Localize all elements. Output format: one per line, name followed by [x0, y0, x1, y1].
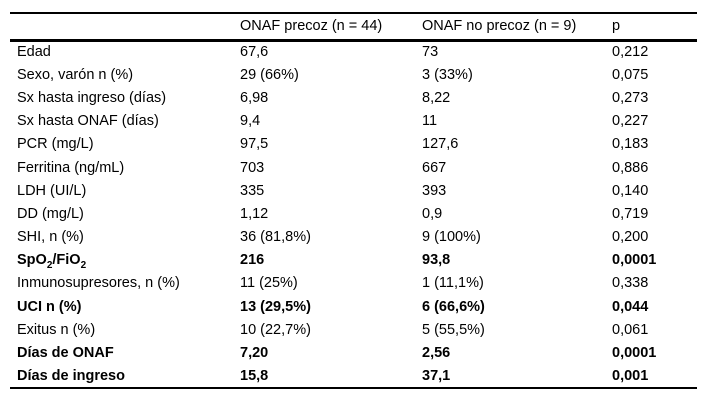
- cell-value: 6 (66,6%): [422, 298, 485, 315]
- row-label: Sx hasta ONAF (días): [17, 113, 159, 130]
- cell-value: 216: [240, 252, 265, 269]
- cell-value: 7,20: [240, 345, 269, 362]
- cell-value: 0,886: [612, 159, 649, 176]
- row-label: Exitus n (%): [17, 321, 96, 338]
- cell-value: 6,98: [240, 89, 269, 106]
- results-table: ONAF precoz (n = 44) ONAF no precoz (n =…: [10, 12, 697, 389]
- table-row: Edad 67,6 73 0,212: [10, 40, 697, 63]
- cell-value: 93,8: [422, 252, 451, 269]
- cell-value: 37,1: [422, 367, 451, 384]
- cell-value: 13 (29,5%): [240, 298, 311, 315]
- cell-value: 0,200: [612, 229, 649, 246]
- cell-value: 0,0001: [612, 252, 657, 269]
- cell-value: 97,5: [240, 136, 269, 153]
- cell-value: 0,0001: [612, 345, 657, 362]
- cell-value: 8,22: [422, 89, 451, 106]
- row-label: LDH (UI/L): [17, 182, 87, 199]
- row-label: Sexo, varón n (%): [17, 66, 134, 83]
- row-label: Sx hasta ingreso (días): [17, 89, 167, 106]
- table-row: Días de ingreso 15,8 37,1 0,001: [10, 365, 697, 388]
- cell-value: 9,4: [240, 113, 261, 130]
- cell-value: 9 (100%): [422, 229, 481, 246]
- row-label: Días de ONAF: [17, 345, 114, 362]
- header-p-value: p: [612, 13, 697, 42]
- cell-value: 3 (33%): [422, 66, 473, 83]
- cell-value: 0,075: [612, 66, 649, 83]
- row-label: DD (mg/L): [17, 205, 84, 222]
- cell-value: 73: [422, 44, 439, 61]
- cell-value: 393: [422, 182, 447, 199]
- row-label: SpO2/FiO2: [17, 252, 87, 272]
- row-label: Inmunosupresores, n (%): [17, 275, 180, 292]
- table-row: LDH (UI/L) 335 393 0,140: [10, 179, 697, 202]
- row-label: SHI, n (%): [17, 229, 84, 246]
- cell-value: 0,001: [612, 367, 649, 384]
- cell-value: 0,338: [612, 275, 649, 292]
- cell-value: 11: [422, 113, 438, 130]
- table-row: PCR (mg/L) 97,5 127,6 0,183: [10, 133, 697, 156]
- cell-value: 0,061: [612, 321, 649, 338]
- row-label: PCR (mg/L): [17, 136, 94, 153]
- cell-value: 36 (81,8%): [240, 229, 311, 246]
- cell-value: 0,212: [612, 44, 649, 61]
- cell-value: 5 (55,5%): [422, 321, 485, 338]
- table-row: DD (mg/L) 1,12 0,9 0,719: [10, 202, 697, 225]
- row-label: UCI n (%): [17, 298, 82, 315]
- table-row: Sx hasta ingreso (días) 6,98 8,22 0,273: [10, 86, 697, 109]
- row-label: Días de ingreso: [17, 367, 125, 384]
- cell-value: 10 (22,7%): [240, 321, 311, 338]
- table-row: Ferritina (ng/mL) 703 667 0,886: [10, 156, 697, 179]
- cell-value: 703: [240, 159, 265, 176]
- cell-value: 0,183: [612, 136, 649, 153]
- cell-value: 67,6: [240, 44, 269, 61]
- cell-value: 0,227: [612, 113, 649, 130]
- cell-value: 2,56: [422, 345, 451, 362]
- cell-value: 29 (66%): [240, 66, 299, 83]
- header-onaf-no-precoz: ONAF no precoz (n = 9): [422, 13, 612, 42]
- table-row: Sexo, varón n (%) 29 (66%) 3 (33%) 0,075: [10, 63, 697, 86]
- header-onaf-precoz: ONAF precoz (n = 44): [240, 13, 422, 42]
- cell-value: 667: [422, 159, 447, 176]
- table-row: Sx hasta ONAF (días) 9,4 11 0,227: [10, 110, 697, 133]
- table-row: Días de ONAF 7,20 2,56 0,0001: [10, 341, 697, 364]
- table-row: Exitus n (%) 10 (22,7%) 5 (55,5%) 0,061: [10, 318, 697, 341]
- table-row: UCI n (%) 13 (29,5%) 6 (66,6%) 0,044: [10, 295, 697, 318]
- cell-value: 0,044: [612, 298, 649, 315]
- cell-value: 0,273: [612, 89, 649, 106]
- header-variable: [10, 13, 240, 42]
- cell-value: 15,8: [240, 367, 269, 384]
- row-label: Ferritina (ng/mL): [17, 159, 125, 176]
- header-row: ONAF precoz (n = 44) ONAF no precoz (n =…: [10, 13, 697, 42]
- cell-value: 1 (11,1%): [422, 275, 484, 292]
- row-label: Edad: [17, 44, 51, 61]
- cell-value: 0,140: [612, 182, 649, 199]
- cell-value: 1,12: [240, 205, 269, 222]
- cell-value: 127,6: [422, 136, 459, 153]
- table-row: Inmunosupresores, n (%) 11 (25%) 1 (11,1%)…: [10, 272, 697, 295]
- table-row: SHI, n (%) 36 (81,8%) 9 (100%) 0,200: [10, 226, 697, 249]
- cell-value: 11 (25%): [240, 275, 298, 292]
- cell-value: 0,9: [422, 205, 443, 222]
- cell-value: 335: [240, 182, 265, 199]
- page: ONAF precoz (n = 44) ONAF no precoz (n =…: [10, 12, 697, 389]
- table-row: SpO2/FiO2 216 93,8 0,0001: [10, 249, 697, 272]
- table-body: Edad 67,6 73 0,212 Sexo, varón n (%) 29 (66%)…: [10, 40, 697, 388]
- cell-value: 0,719: [612, 205, 649, 222]
